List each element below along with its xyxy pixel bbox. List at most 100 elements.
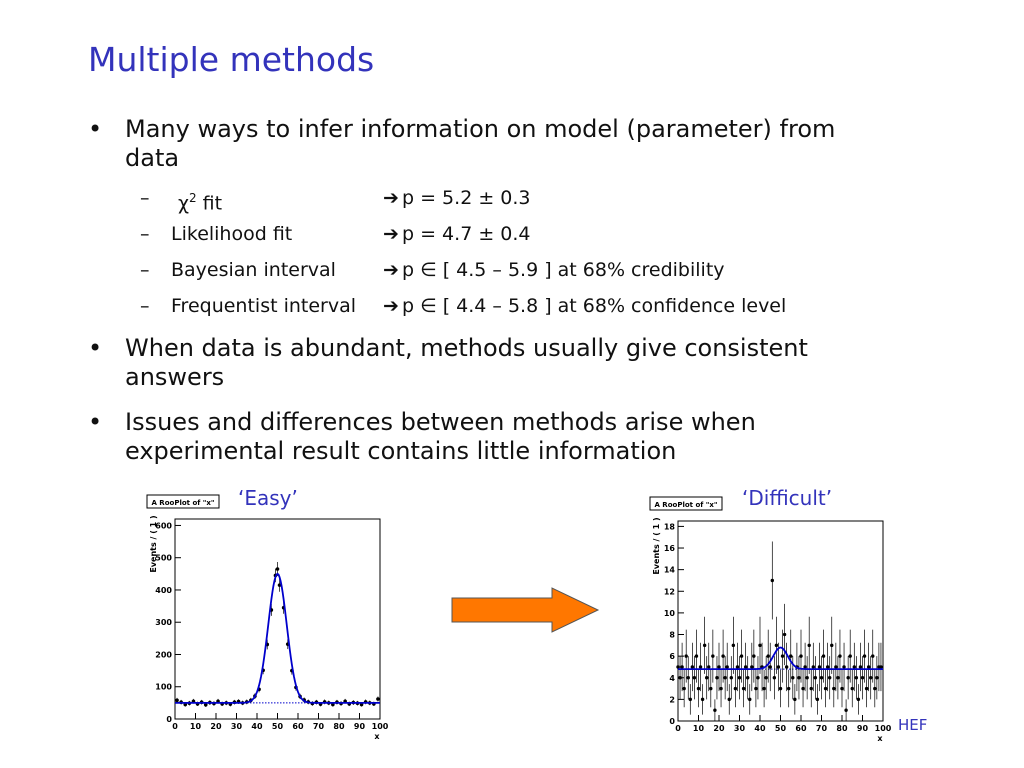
y-tick-label: 500 xyxy=(155,554,172,563)
data-point xyxy=(813,676,818,680)
method-name: Frequentist interval xyxy=(171,295,357,317)
data-point xyxy=(750,665,754,669)
data-point xyxy=(746,676,750,680)
y-tick-label: 6 xyxy=(669,652,675,661)
data-point xyxy=(801,686,805,691)
y-tick-label: 100 xyxy=(155,683,172,692)
data-point xyxy=(686,676,690,680)
x-tick-label: 80 xyxy=(333,722,345,731)
method-result: p = 5.2 ± 0.3 xyxy=(402,187,531,209)
y-tick-label: 400 xyxy=(155,586,172,595)
method-name-prefix: χ xyxy=(178,192,189,215)
method-result: p = 4.7 ± 0.4 xyxy=(402,223,531,245)
y-tick-label: 0 xyxy=(166,715,172,724)
data-point xyxy=(828,676,832,680)
data-point xyxy=(789,654,793,658)
y-tick-label: 14 xyxy=(664,566,676,575)
data-point xyxy=(203,703,208,707)
data-point xyxy=(834,665,838,669)
y-tick-label: 8 xyxy=(669,631,675,640)
data-point xyxy=(830,643,834,648)
difficult-plot: A RooPlot of "x"Events / ( 1 )x0 10 20 30 40… xyxy=(649,496,892,743)
data-point xyxy=(862,654,867,658)
data-point xyxy=(850,686,854,691)
data-point xyxy=(682,686,686,691)
data-point xyxy=(678,676,682,680)
data-point xyxy=(764,676,768,680)
x-tick-label: 20 xyxy=(713,724,725,733)
x-tick-label: 0 xyxy=(675,724,681,733)
method-name: Likelihood fit xyxy=(171,223,293,245)
arrow-icon: ➔ xyxy=(383,295,399,317)
method-name-suffix: fit xyxy=(196,192,223,215)
data-point xyxy=(715,676,719,680)
data-point xyxy=(711,654,715,658)
data-point xyxy=(739,654,744,658)
data-point xyxy=(797,676,801,680)
data-point xyxy=(702,643,707,648)
data-point xyxy=(768,665,772,669)
data-point xyxy=(852,665,856,669)
data-point xyxy=(727,697,731,702)
arrow-icon: ➔ xyxy=(383,187,399,209)
method-name-sup: 2 xyxy=(188,191,197,205)
bullet-text: When data is abundant, methods usually g… xyxy=(125,334,808,362)
data-point xyxy=(871,654,875,658)
bullet-text-cont: answers xyxy=(125,363,225,391)
data-point xyxy=(842,665,846,669)
method-result: p ∈ [ 4.5 – 5.9 ] at 68% credibility xyxy=(402,259,725,281)
data-point xyxy=(741,686,746,691)
x-tick-label: 50 xyxy=(272,722,284,731)
dash: – xyxy=(140,295,150,317)
data-point xyxy=(688,697,692,702)
y-tick-label: 300 xyxy=(155,618,172,627)
data-point xyxy=(869,676,873,680)
data-point xyxy=(698,665,703,669)
x-tick-label: 100 xyxy=(372,722,389,731)
bullet-text: Issues and differences between methods a… xyxy=(125,408,756,436)
arrow-icon: ➔ xyxy=(383,223,399,245)
data-point xyxy=(721,654,725,658)
y-tick-label: 4 xyxy=(669,674,675,683)
data-point xyxy=(723,676,727,680)
x-tick-label: 60 xyxy=(292,722,304,731)
x-tick-label: 70 xyxy=(816,724,828,733)
data-point xyxy=(774,643,779,648)
data-point xyxy=(766,654,770,658)
bullet-text: Many ways to infer information on model … xyxy=(125,115,836,143)
data-point xyxy=(752,654,756,658)
x-tick-label: 30 xyxy=(231,722,243,731)
x-tick-label: 100 xyxy=(875,724,892,733)
data-point xyxy=(791,676,795,680)
method-name: χ2 fit xyxy=(178,187,222,214)
data-point xyxy=(832,686,836,691)
data-point xyxy=(799,654,803,658)
x-tick-label: 40 xyxy=(251,722,263,731)
data-point xyxy=(684,654,688,658)
data-point xyxy=(778,686,783,691)
data-point xyxy=(696,686,701,691)
data-point xyxy=(817,665,822,669)
data-point xyxy=(756,676,760,680)
data-point xyxy=(805,676,809,680)
data-point xyxy=(737,676,742,680)
slide-title: Multiple methods xyxy=(88,40,375,79)
y-tick-label: 200 xyxy=(155,650,172,659)
footer-label: HEF xyxy=(898,716,928,734)
y-tick-label: 0 xyxy=(669,717,675,726)
bullet-dot: • xyxy=(88,334,103,362)
data-point xyxy=(848,654,852,658)
arrow-icon: ➔ xyxy=(383,259,399,281)
x-tick-label: 90 xyxy=(354,722,366,731)
data-point xyxy=(707,665,711,669)
data-point xyxy=(748,697,752,702)
x-tick-label: 10 xyxy=(190,722,202,731)
data-point xyxy=(731,643,736,648)
data-point xyxy=(838,654,842,658)
x-tick-label: 80 xyxy=(836,724,848,733)
y-tick-label: 16 xyxy=(664,544,676,553)
data-point xyxy=(836,676,840,680)
data-point xyxy=(811,665,815,669)
data-point xyxy=(819,676,824,680)
x-axis-label: x xyxy=(374,732,380,741)
